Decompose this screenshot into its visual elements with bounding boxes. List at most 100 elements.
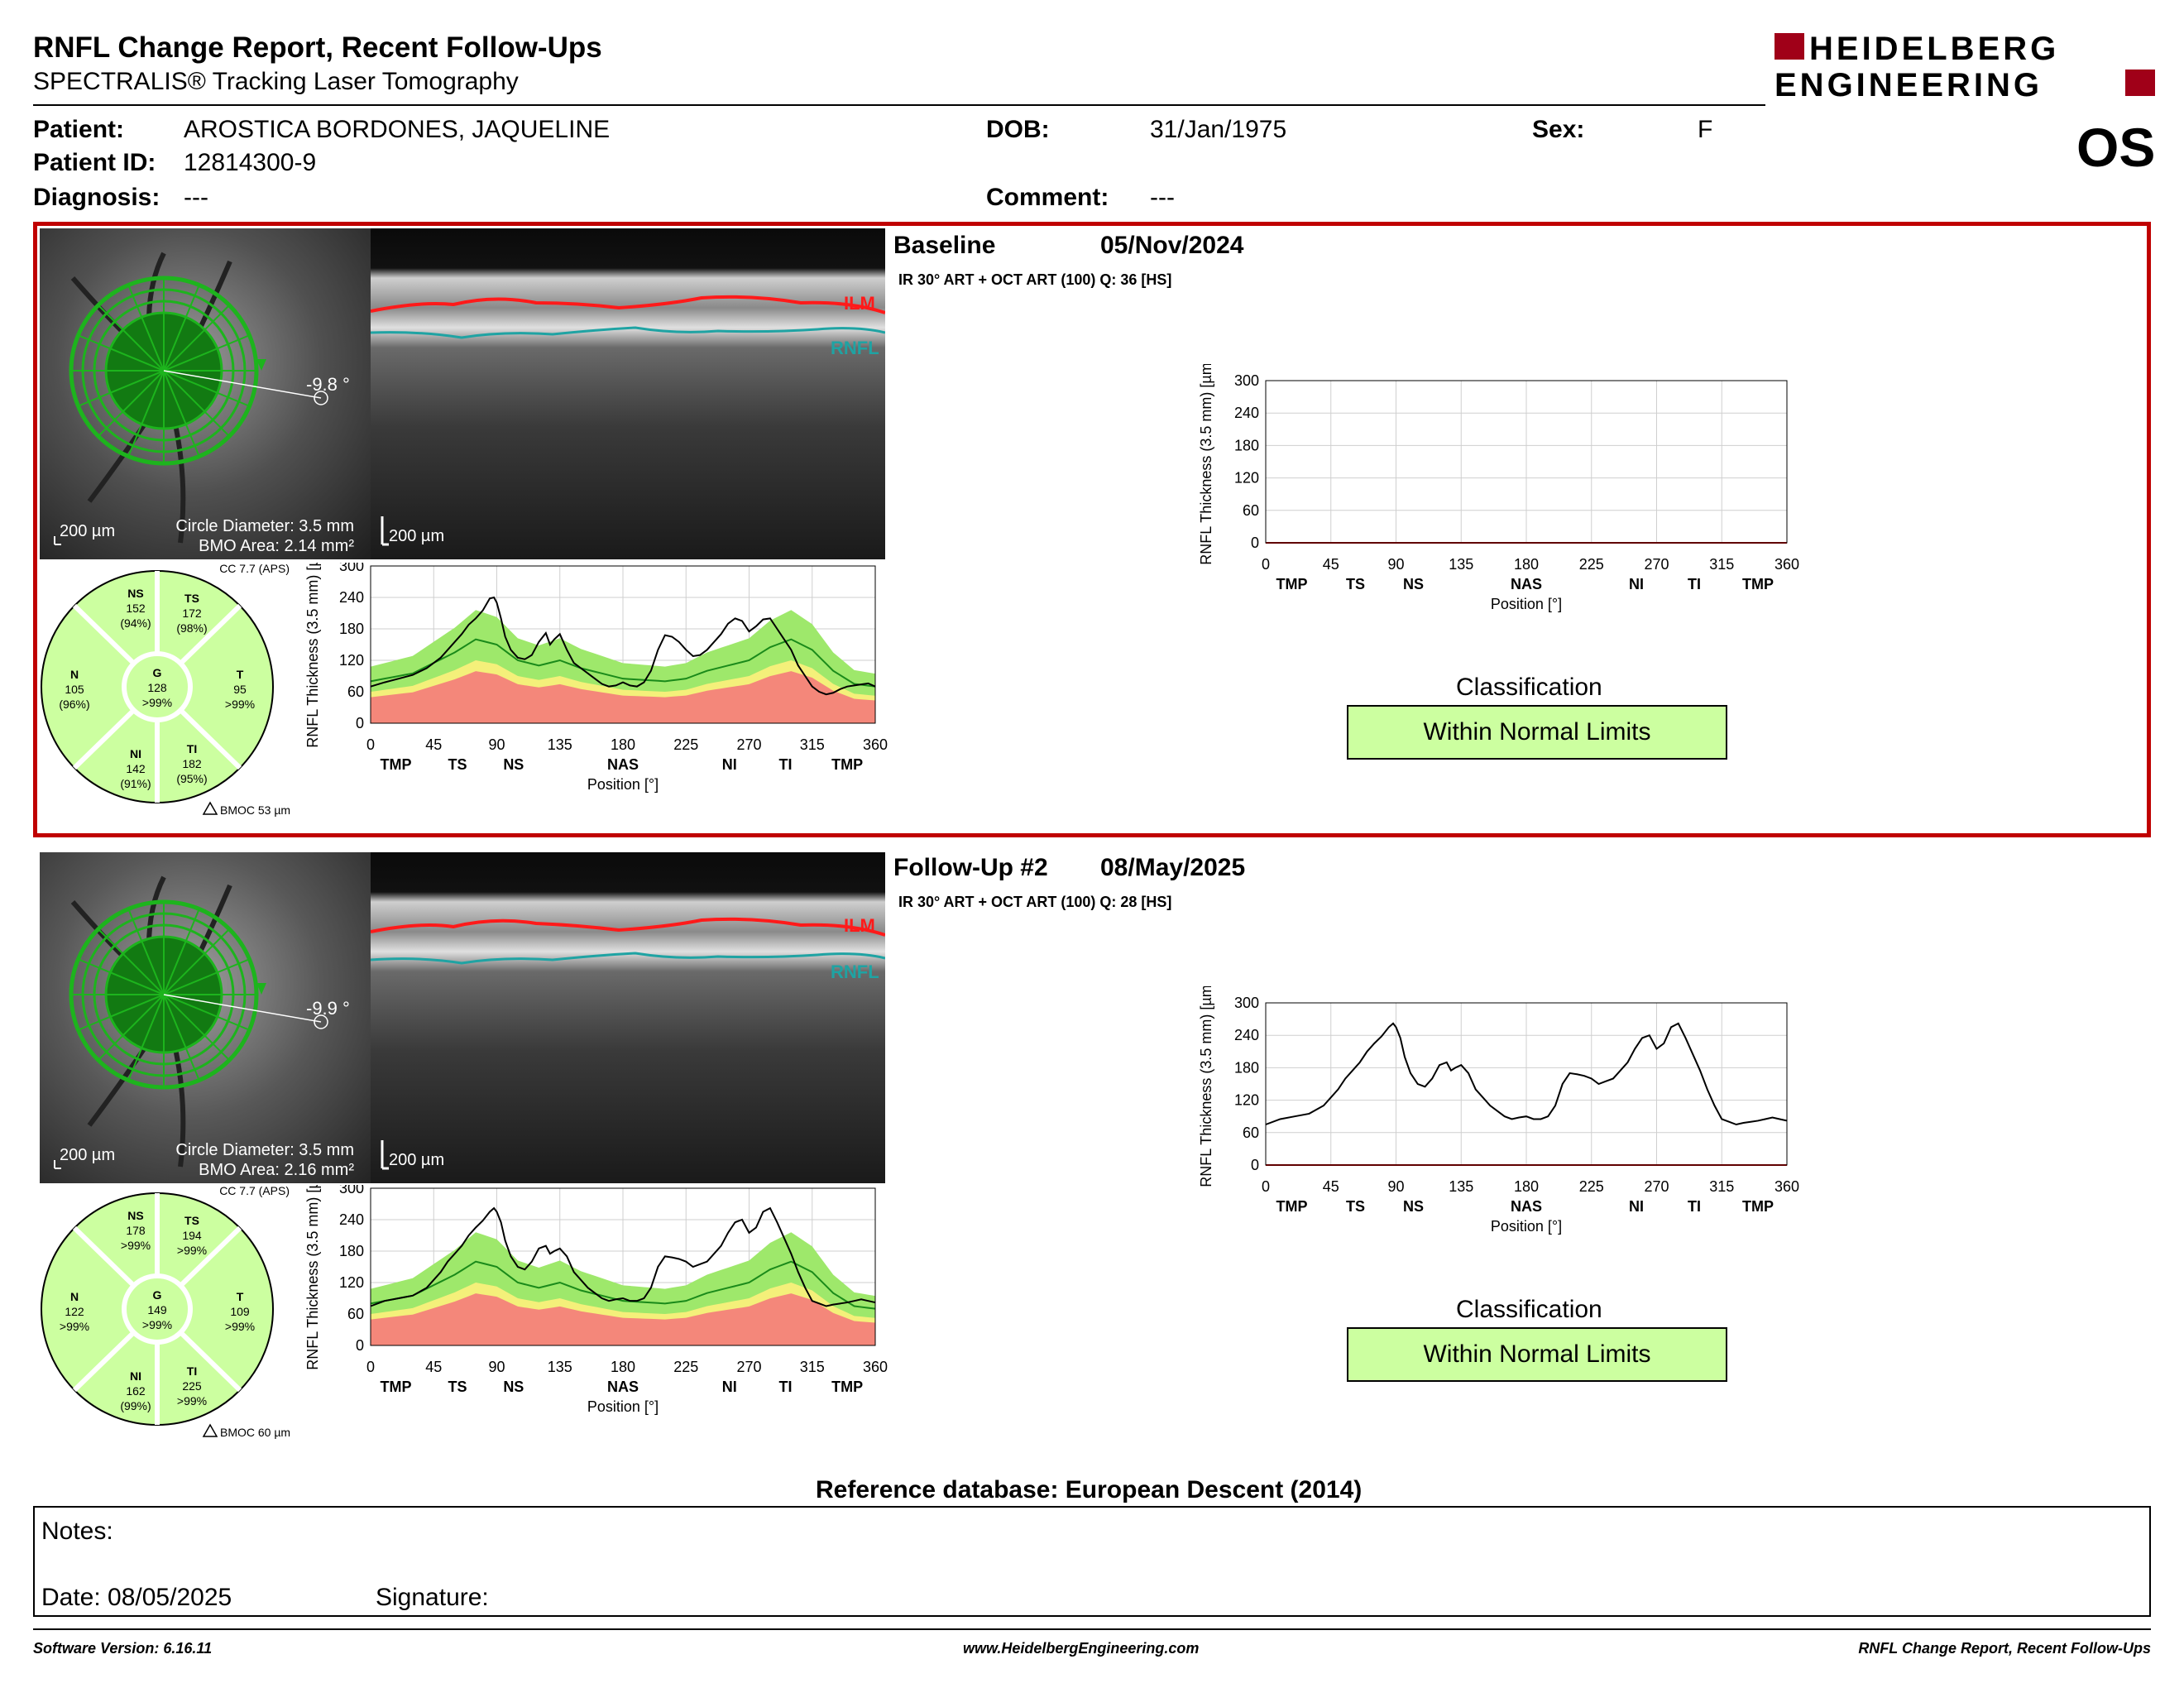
diagnosis-value: ---: [184, 184, 208, 211]
x-tick-label: 225: [1579, 1178, 1604, 1195]
bscan-scale: 200 µm: [389, 527, 444, 545]
x-tick-label: 45: [425, 1359, 442, 1375]
sector-ns-pct: >99%: [121, 1239, 151, 1252]
sector-axis-label: NS: [1403, 576, 1424, 592]
sector-ns-pct: (94%): [120, 616, 151, 630]
sector-axis-label: TS: [1346, 1198, 1365, 1215]
rnfl-label: RNFL: [831, 961, 879, 982]
y-axis-label: RNFL Thickness (3.5 mm) [µm]: [1198, 986, 1214, 1187]
x-tick-label: 225: [1579, 556, 1604, 573]
website-link[interactable]: www.HeidelbergEngineering.com: [963, 1640, 1200, 1657]
sector-n-value: 105: [65, 683, 84, 696]
diagnosis-label: Diagnosis:: [33, 184, 160, 211]
footer-report-name: RNFL Change Report, Recent Follow-Ups: [1858, 1640, 2151, 1657]
y-tick-label: 60: [1243, 502, 1259, 519]
x-tick-label: 45: [1323, 1178, 1339, 1195]
bmoc-label: BMOC 60 µm: [220, 1426, 290, 1439]
sector-n-value: 122: [65, 1305, 84, 1318]
sector-ns-value: 152: [126, 602, 146, 615]
x-tick-label: 315: [1709, 556, 1734, 573]
x-tick-label: 360: [863, 1359, 888, 1375]
reference-database: Reference database: European Descent (20…: [816, 1476, 1363, 1503]
notes-box[interactable]: Notes: Date: 08/05/2025 Signature:: [33, 1506, 2151, 1617]
x-tick-label: 45: [425, 736, 442, 753]
sector-t-pct: >99%: [225, 698, 255, 711]
x-tick-label: 270: [736, 736, 761, 753]
y-tick-label: 240: [1234, 405, 1259, 421]
y-tick-label: 240: [339, 1211, 364, 1228]
scan-angle: -9.9 °: [306, 998, 350, 1019]
sector-ns-name: NS: [127, 1209, 143, 1222]
sector-ni-pct: (91%): [120, 777, 151, 790]
followup-label: Follow-Up #2: [893, 854, 1048, 881]
sector-axis-label: TMP: [1276, 576, 1308, 592]
outside-normal-band: [371, 671, 875, 723]
plot-frame: [1265, 380, 1788, 544]
report-subtitle: SPECTRALIS® Tracking Laser Tomography: [33, 68, 519, 95]
heidelberg-logo: HEIDELBERG ENGINEERING: [1774, 30, 2155, 104]
x-tick-label: 0: [1262, 556, 1270, 573]
sector-axis-label: TMP: [831, 1379, 863, 1395]
circle-diameter: Circle Diameter: 3.5 mm: [175, 1141, 354, 1159]
x-axis-label: Position [°]: [587, 776, 659, 793]
sector-ns-name: NS: [127, 587, 143, 600]
cc-label: CC 7.7 (APS): [219, 1185, 290, 1197]
sector-g-value: 149: [147, 1303, 167, 1316]
sector-t-name: T: [237, 668, 244, 681]
sector-axis-label: NS: [503, 756, 524, 773]
ilm-label: ILM: [844, 293, 875, 314]
y-tick-label: 180: [1234, 437, 1259, 453]
sector-ti-value: 225: [182, 1379, 202, 1393]
sector-ni-name: NI: [130, 1369, 141, 1383]
y-tick-label: 180: [339, 621, 364, 637]
x-tick-label: 360: [1774, 556, 1799, 573]
sex-value: F: [1698, 116, 1713, 143]
sector-ni-name: NI: [130, 747, 141, 760]
sector-ts-pct: (98%): [176, 621, 207, 635]
circle-diameter: Circle Diameter: 3.5 mm: [175, 517, 354, 535]
bmoc-label: BMOC 53 µm: [220, 803, 290, 817]
classification-badge-followup: Within Normal Limits: [1347, 1327, 1727, 1382]
sector-ti-value: 182: [182, 757, 202, 770]
patient-name: AROSTICA BORDONES, JAQUELINE: [184, 116, 611, 143]
y-tick-label: 120: [339, 1274, 364, 1291]
x-tick-label: 180: [1514, 556, 1539, 573]
x-tick-label: 225: [673, 1359, 698, 1375]
x-tick-label: 180: [611, 1359, 635, 1375]
y-axis-label: RNFL Thickness (3.5 mm) [µm]: [304, 1185, 321, 1370]
measured-line: [370, 596, 876, 696]
x-tick-label: 270: [736, 1359, 761, 1375]
sector-axis-label: TMP: [1276, 1198, 1308, 1215]
y-axis-label: RNFL Thickness (3.5 mm) [µm]: [304, 563, 321, 748]
sector-axis-label: TI: [779, 756, 793, 773]
x-tick-label: 180: [1514, 1178, 1539, 1195]
sector-t-value: 95: [233, 683, 247, 696]
logo-line1: HEIDELBERG: [1809, 31, 2059, 67]
notes-label: Notes:: [41, 1518, 113, 1545]
sector-axis-label: TI: [1688, 1198, 1701, 1215]
fundus-image-baseline: -9.8 ° 200 µm Circle Diameter: 3.5 mm BM…: [40, 228, 371, 559]
y-tick-label: 180: [1234, 1059, 1259, 1076]
sector-axis-label: NAS: [607, 756, 639, 773]
ilm-label: ILM: [844, 915, 875, 936]
x-tick-label: 225: [673, 736, 698, 753]
dob-label: DOB:: [986, 116, 1050, 143]
y-tick-label: 120: [1234, 1092, 1259, 1109]
y-tick-label: 0: [356, 715, 364, 731]
x-tick-label: 135: [548, 736, 572, 753]
sector-axis-label: NI: [722, 1379, 737, 1395]
sector-ni-value: 142: [126, 762, 146, 775]
x-tick-label: 0: [366, 1359, 375, 1375]
x-tick-label: 315: [800, 1359, 825, 1375]
x-axis-label: Position [°]: [587, 1398, 659, 1415]
sector-n-pct: >99%: [60, 1320, 89, 1333]
measured-line: [1265, 1022, 1788, 1126]
x-tick-label: 0: [366, 736, 375, 753]
header-divider: [33, 104, 1765, 106]
sector-chart-baseline: CC 7.7 (APS) NS 152 (94%) TS 172 (98%) N…: [38, 562, 303, 824]
sector-axis-label: NAS: [607, 1379, 639, 1395]
y-tick-label: 0: [1251, 535, 1259, 551]
x-axis-label: Position [°]: [1491, 1218, 1562, 1235]
